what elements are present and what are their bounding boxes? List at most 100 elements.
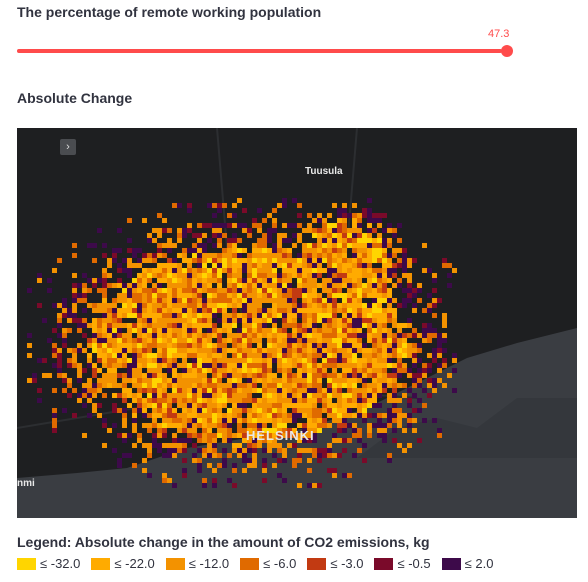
- map-cell: [152, 363, 157, 368]
- map-cell: [102, 273, 107, 278]
- map-cell: [212, 288, 217, 293]
- map-cell: [342, 268, 347, 273]
- map-cell: [102, 303, 107, 308]
- map-cell: [212, 408, 217, 413]
- map-cell: [157, 293, 162, 298]
- map-cell: [347, 423, 352, 428]
- map-cell: [287, 288, 292, 293]
- map-cell: [82, 298, 87, 303]
- map-cell: [132, 373, 137, 378]
- map-cell: [132, 248, 137, 253]
- map-cell: [342, 403, 347, 408]
- map-cell: [337, 338, 342, 343]
- map-cell: [317, 218, 322, 223]
- map-cell: [252, 383, 257, 388]
- map-cell: [227, 348, 232, 353]
- map-cell: [417, 288, 422, 293]
- map-cell: [202, 413, 207, 418]
- slider-thumb[interactable]: [501, 45, 513, 57]
- map-cell: [162, 383, 167, 388]
- map-cell: [172, 313, 177, 318]
- map-cell: [212, 308, 217, 313]
- map-cell: [272, 273, 277, 278]
- map-cell: [167, 318, 172, 323]
- map-cell: [372, 278, 377, 283]
- map-cell: [267, 348, 272, 353]
- map-cell: [167, 323, 172, 328]
- map-cell: [137, 303, 142, 308]
- map-cell: [292, 328, 297, 333]
- map-cell: [252, 398, 257, 403]
- map-cell: [387, 238, 392, 243]
- map-cell: [232, 298, 237, 303]
- map-cell: [332, 308, 337, 313]
- legend-item: ≤ -22.0: [91, 556, 155, 571]
- map-cell: [262, 348, 267, 353]
- map-cell: [122, 288, 127, 293]
- map[interactable]: › Tuusula HELSINKI nmi: [17, 128, 577, 518]
- map-cell: [187, 393, 192, 398]
- map-cell: [382, 433, 387, 438]
- map-cell: [352, 388, 357, 393]
- map-cell: [102, 378, 107, 383]
- map-cell: [352, 218, 357, 223]
- map-cell: [357, 448, 362, 453]
- map-cell: [347, 278, 352, 283]
- map-cell: [122, 353, 127, 358]
- map-cell: [392, 428, 397, 433]
- map-cell: [327, 453, 332, 458]
- map-cell: [242, 428, 247, 433]
- map-cell: [132, 283, 137, 288]
- map-expand-button[interactable]: ›: [60, 139, 76, 155]
- map-cell: [232, 443, 237, 448]
- map-cell: [332, 283, 337, 288]
- map-cell: [142, 293, 147, 298]
- map-cell: [317, 228, 322, 233]
- legend-label: ≤ -22.0: [114, 556, 155, 571]
- map-cell: [277, 423, 282, 428]
- map-cell: [72, 303, 77, 308]
- map-cell: [362, 318, 367, 323]
- map-cell: [272, 243, 277, 248]
- map-cell: [422, 328, 427, 333]
- map-cell: [357, 253, 362, 258]
- map-cell: [112, 318, 117, 323]
- map-cell: [222, 223, 227, 228]
- map-cell: [237, 398, 242, 403]
- map-cell: [157, 353, 162, 358]
- map-cell: [317, 333, 322, 338]
- map-cell: [307, 433, 312, 438]
- map-cell: [377, 243, 382, 248]
- map-cell: [242, 288, 247, 293]
- map-cell: [307, 353, 312, 358]
- map-cell: [382, 373, 387, 378]
- map-cell: [257, 268, 262, 273]
- map-cell: [437, 363, 442, 368]
- slider-track[interactable]: [17, 49, 509, 53]
- map-cell: [317, 388, 322, 393]
- map-cell: [352, 333, 357, 338]
- map-cell: [372, 303, 377, 308]
- map-cell: [62, 343, 67, 348]
- map-cell: [82, 403, 87, 408]
- map-cell: [237, 223, 242, 228]
- map-cell: [347, 268, 352, 273]
- map-cell: [402, 248, 407, 253]
- map-cell: [292, 443, 297, 448]
- map-cell: [147, 328, 152, 333]
- map-cell: [247, 443, 252, 448]
- map-cell: [307, 328, 312, 333]
- map-cell: [87, 323, 92, 328]
- map-cell: [227, 293, 232, 298]
- map-cell: [322, 298, 327, 303]
- map-cell: [72, 293, 77, 298]
- map-cell: [347, 313, 352, 318]
- map-cell: [392, 398, 397, 403]
- map-cell: [242, 228, 247, 233]
- map-cell: [302, 278, 307, 283]
- map-cell: [302, 258, 307, 263]
- map-cell: [192, 298, 197, 303]
- map-cell: [282, 203, 287, 208]
- map-cell: [192, 423, 197, 428]
- map-cell: [367, 293, 372, 298]
